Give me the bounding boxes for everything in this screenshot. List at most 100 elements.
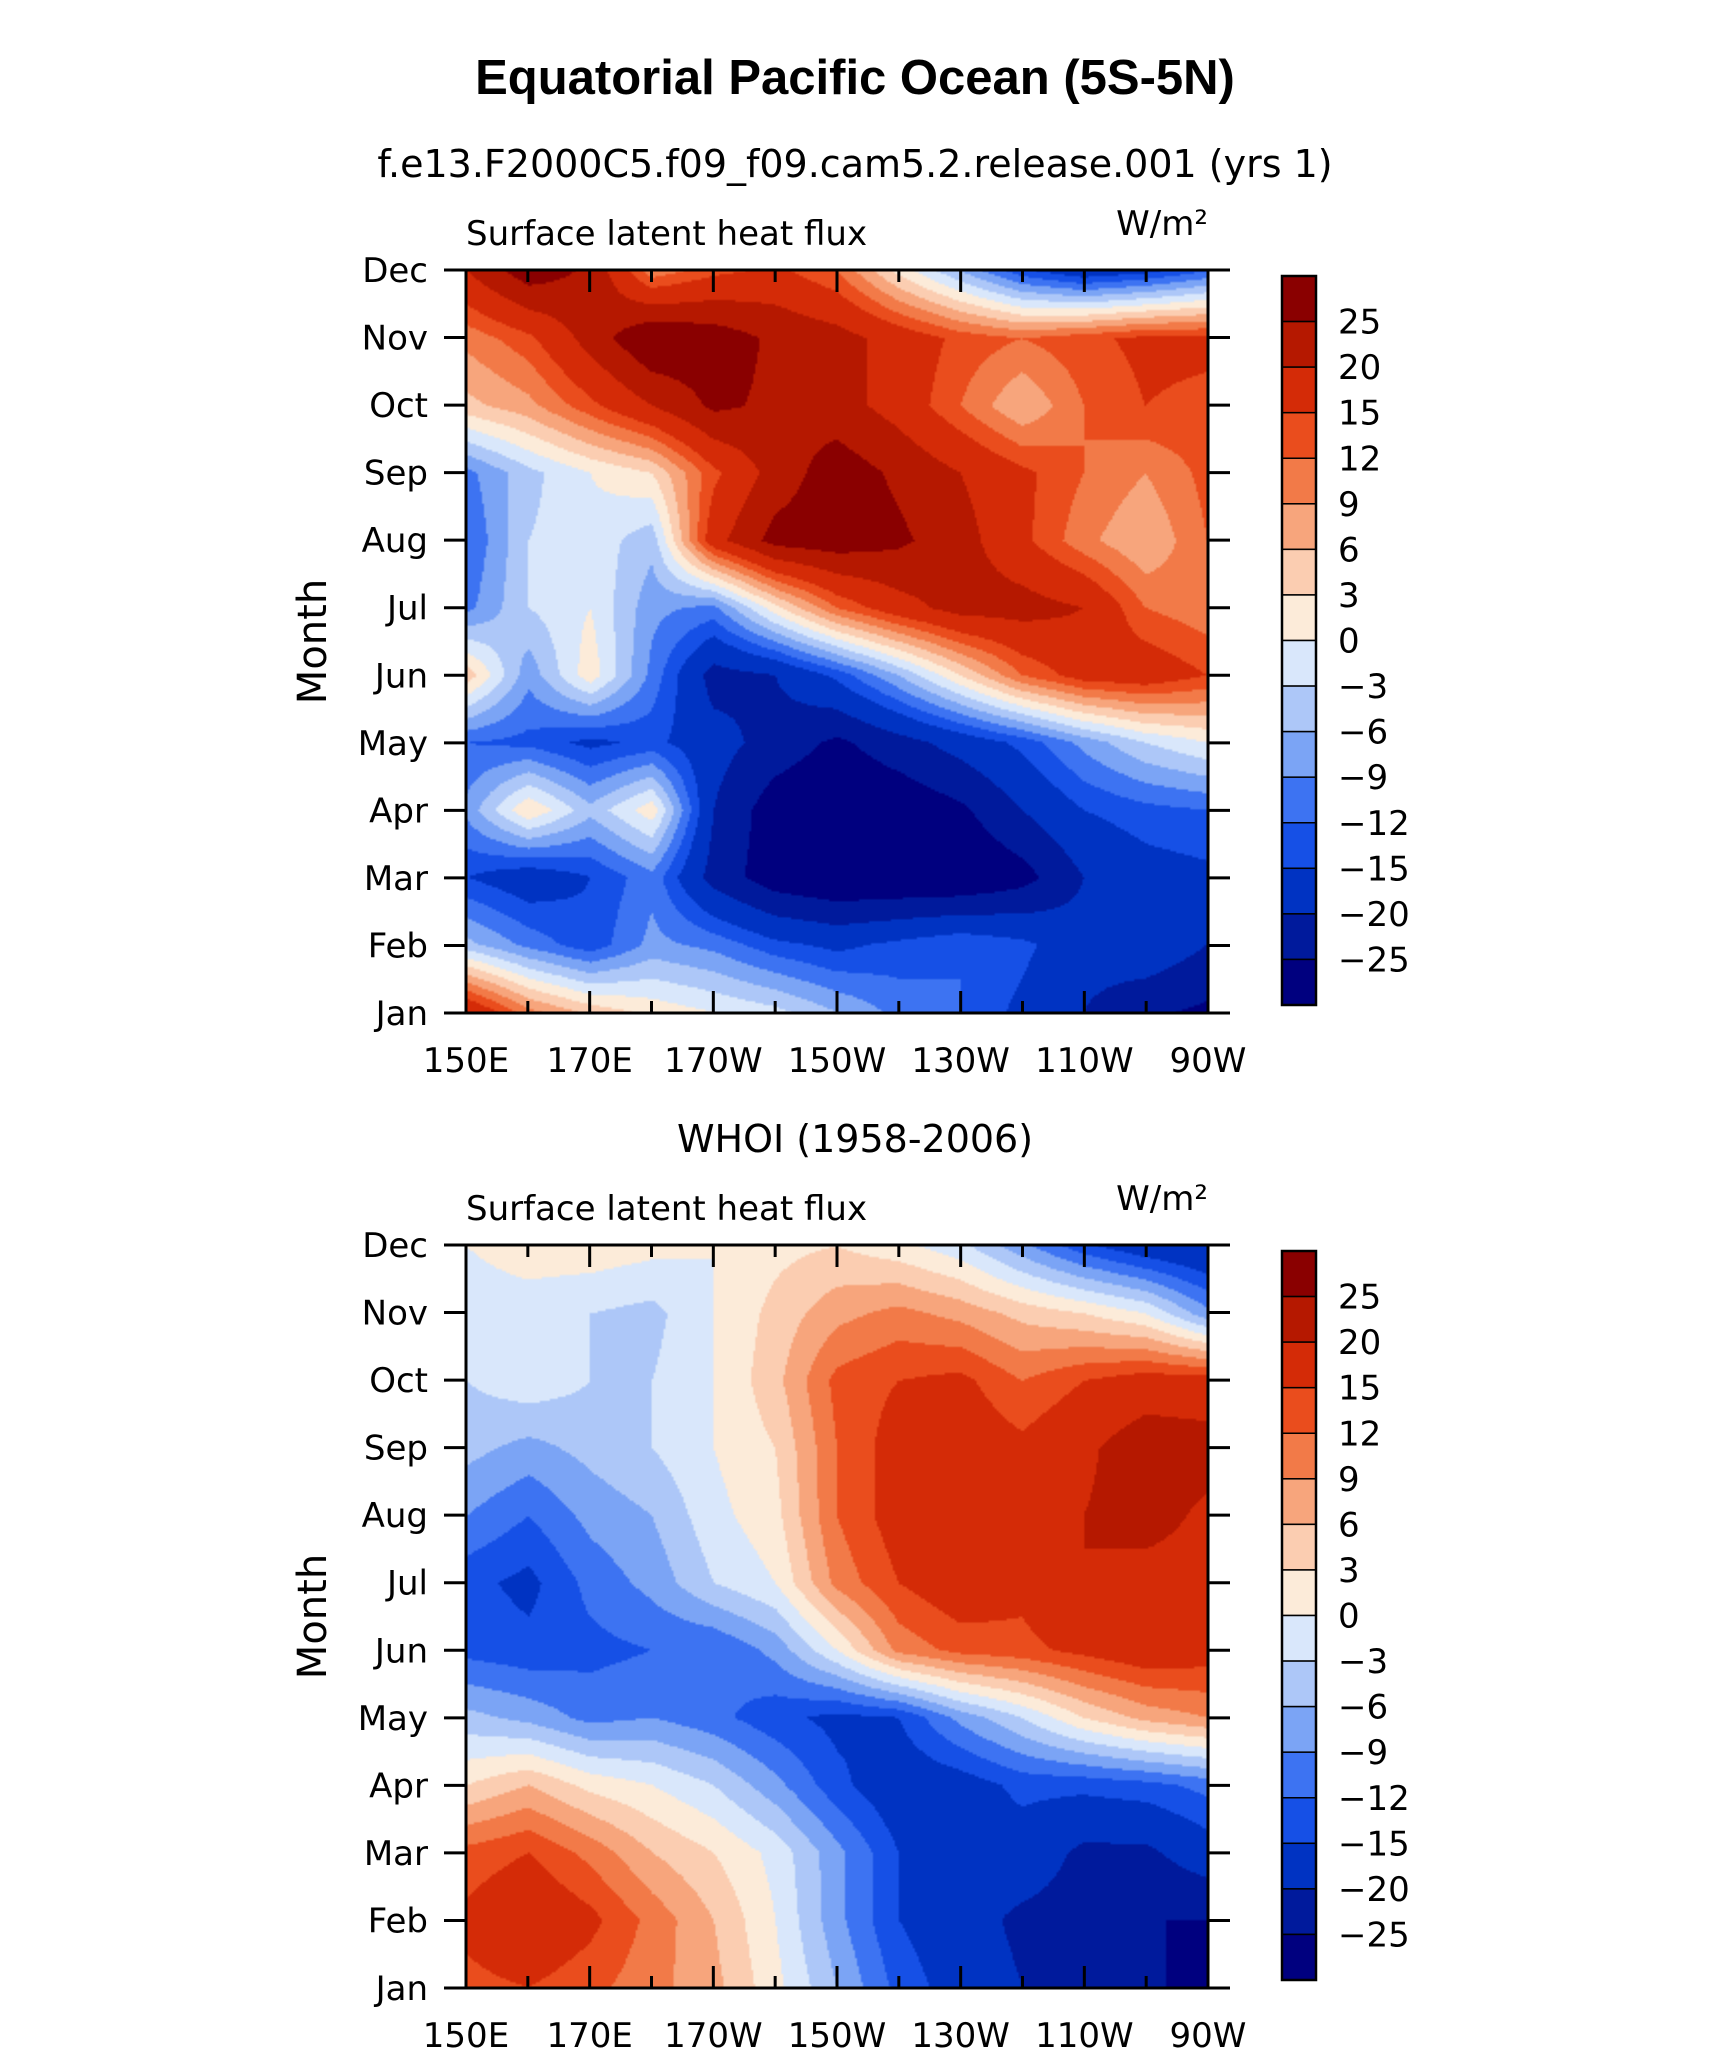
colorbar-swatch <box>1281 1888 1317 1936</box>
colorbar-swatch <box>1281 366 1317 414</box>
x-tick-label: 110W <box>1035 2016 1134 2056</box>
y-tick-label: Jan <box>374 994 428 1034</box>
panel-title: f.e13.F2000C5.f09_f09.cam5.2.release.001… <box>377 142 1332 186</box>
colorbar-swatch <box>1281 958 1317 1006</box>
colorbar-swatch <box>1281 1569 1317 1617</box>
colorbar-swatch <box>1281 503 1317 551</box>
colorbar-label: −9 <box>1338 758 1388 798</box>
colorbar-swatch <box>1281 822 1317 870</box>
colorbar-label: 20 <box>1338 1323 1381 1363</box>
colorbar-swatch <box>1281 1523 1317 1571</box>
y-tick-label: Apr <box>369 1766 428 1806</box>
x-tick-label: 150E <box>423 2016 509 2056</box>
colorbar-swatch <box>1281 639 1317 687</box>
colorbar-swatch <box>1281 457 1317 505</box>
colorbar-label: 6 <box>1338 530 1360 570</box>
y-tick-label: Oct <box>369 1361 428 1401</box>
y-tick-label: Mar <box>364 1834 428 1874</box>
colorbar-label: 12 <box>1338 1414 1381 1454</box>
colorbar-label: −6 <box>1338 713 1388 753</box>
colorbar-label: −12 <box>1338 1779 1410 1819</box>
panel-subtitle: Surface latent heat flux <box>466 1189 867 1229</box>
y-tick-label: Nov <box>362 1294 428 1334</box>
panel-units: W/m² <box>1116 1179 1208 1219</box>
y-tick-label: Sep <box>364 454 428 494</box>
y-tick-label: Aug <box>362 1496 428 1536</box>
panel-1: f.e13.F2000C5.f09_f09.cam5.2.release.001… <box>290 142 1410 1081</box>
y-tick-label: Jan <box>374 1969 428 2009</box>
colorbar-label: 6 <box>1338 1505 1360 1545</box>
colorbar-swatch <box>1281 1341 1317 1389</box>
colorbar-label: −25 <box>1338 1915 1410 1955</box>
y-tick-label: Dec <box>362 251 428 291</box>
colorbar-label: 20 <box>1338 348 1381 388</box>
colorbar-label: 25 <box>1338 303 1381 343</box>
y-tick-label: May <box>358 1699 428 1739</box>
colorbar-label: 25 <box>1338 1278 1381 1318</box>
colorbar-swatch <box>1281 685 1317 733</box>
colorbar-swatch <box>1281 1478 1317 1526</box>
x-tick-label: 90W <box>1170 1041 1247 1081</box>
colorbar-label: 3 <box>1338 1551 1360 1591</box>
colorbar-swatch <box>1281 548 1317 596</box>
x-tick-label: 170W <box>664 2016 763 2056</box>
x-tick-label: 150W <box>788 1041 887 1081</box>
colorbar-swatch <box>1281 1705 1317 1753</box>
y-tick-label: Dec <box>362 1226 428 1266</box>
colorbar-swatch <box>1281 1842 1317 1890</box>
colorbar-label: 9 <box>1338 485 1360 525</box>
colorbar-label: 15 <box>1338 394 1381 434</box>
x-tick-label: 110W <box>1035 1041 1134 1081</box>
y-tick-label: Apr <box>369 791 428 831</box>
y-tick-label: Feb <box>368 926 428 966</box>
panel-units: W/m² <box>1116 204 1208 244</box>
colorbar-label: −15 <box>1338 1824 1410 1864</box>
colorbar-label: 9 <box>1338 1460 1360 1500</box>
colorbar-swatch <box>1281 1797 1317 1845</box>
x-tick-label: 90W <box>1170 2016 1247 2056</box>
y-axis-label: Month <box>290 579 336 704</box>
colorbar-swatch <box>1281 867 1317 915</box>
colorbar-label: −20 <box>1338 895 1410 935</box>
colorbar-label: 15 <box>1338 1369 1381 1409</box>
colorbar-label: −3 <box>1338 1642 1388 1682</box>
colorbar-frame <box>1280 1249 1318 1982</box>
colorbar-label: −9 <box>1338 1733 1388 1773</box>
y-tick-label: Nov <box>362 319 428 359</box>
colorbar-swatch <box>1281 1751 1317 1799</box>
heatmap-field <box>466 1245 1208 1988</box>
colorbar-swatch <box>1281 1250 1317 1298</box>
y-tick-label: May <box>358 724 428 764</box>
colorbar-swatch <box>1281 411 1317 459</box>
colorbar-swatch <box>1281 1614 1317 1662</box>
y-tick-label: Jul <box>385 1564 428 1604</box>
colorbar-swatch <box>1281 1432 1317 1480</box>
x-tick-label: 150W <box>788 2016 887 2056</box>
colorbar-label: 0 <box>1338 1597 1360 1637</box>
colorbar-swatch <box>1281 594 1317 642</box>
colorbar-swatch <box>1281 1386 1317 1434</box>
x-tick-label: 150E <box>423 1041 509 1081</box>
colorbar-label: −25 <box>1338 940 1410 980</box>
y-tick-label: Sep <box>364 1429 428 1469</box>
colorbar-swatch <box>1281 320 1317 368</box>
colorbar-swatch <box>1281 1295 1317 1343</box>
y-tick-label: Jun <box>373 656 428 696</box>
x-tick-label: 170W <box>664 1041 763 1081</box>
panel-2: WHOI (1958-2006) Surface latent heat flux… <box>290 1117 1410 2056</box>
x-tick-label: 130W <box>911 1041 1010 1081</box>
colorbar-swatch <box>1281 1660 1317 1708</box>
colorbar-swatch <box>1281 1933 1317 1981</box>
colorbar-swatch <box>1281 776 1317 824</box>
colorbar-label: 0 <box>1338 622 1360 662</box>
x-tick-label: 170E <box>546 2016 632 2056</box>
colorbar-swatch <box>1281 913 1317 961</box>
y-tick-label: Aug <box>362 521 428 561</box>
panel-subtitle: Surface latent heat flux <box>466 214 867 254</box>
colorbar-frame <box>1280 274 1318 1007</box>
colorbar-swatch <box>1281 275 1317 323</box>
y-tick-label: Oct <box>369 386 428 426</box>
heatmap-field <box>466 270 1208 1013</box>
y-tick-label: Feb <box>368 1901 428 1941</box>
